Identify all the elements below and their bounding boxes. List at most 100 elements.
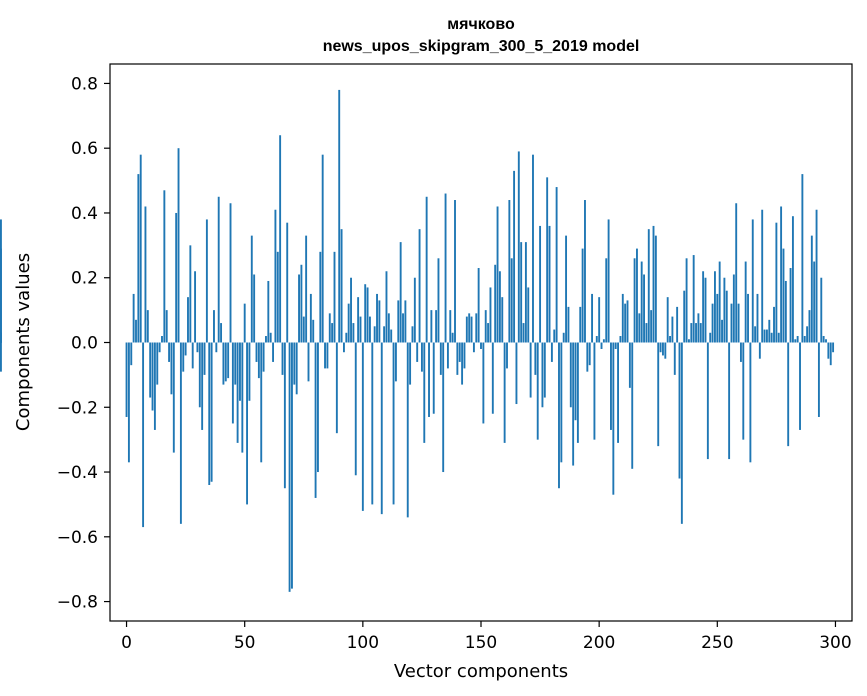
bar xyxy=(345,332,348,343)
bar xyxy=(638,313,641,343)
bar xyxy=(470,316,473,343)
bar xyxy=(378,300,381,343)
bar xyxy=(184,342,187,356)
bar xyxy=(406,342,409,518)
bar xyxy=(510,258,513,343)
bar xyxy=(777,332,780,343)
bar xyxy=(135,319,137,343)
bar xyxy=(628,342,631,388)
bar xyxy=(524,242,527,343)
bar xyxy=(312,319,315,343)
bar xyxy=(730,303,733,343)
bar xyxy=(662,342,664,356)
bar xyxy=(780,206,783,343)
bar xyxy=(671,316,674,343)
bar xyxy=(560,342,563,463)
bar xyxy=(747,293,749,343)
bar xyxy=(234,342,237,385)
bar xyxy=(626,300,629,343)
x-axis-ticks: 0 50 100 150 200 250 300 xyxy=(121,621,852,653)
bar xyxy=(432,342,435,414)
bar xyxy=(550,342,553,362)
bar xyxy=(624,303,627,343)
bar xyxy=(673,342,676,375)
bar xyxy=(179,342,182,524)
bar xyxy=(555,187,558,343)
bar xyxy=(132,293,135,343)
bar xyxy=(534,342,537,375)
bar xyxy=(350,277,352,343)
bar xyxy=(813,261,816,343)
bar xyxy=(187,297,189,343)
bar xyxy=(262,342,265,372)
bar xyxy=(151,342,154,411)
bar xyxy=(664,342,667,359)
bar xyxy=(695,323,697,343)
bar xyxy=(529,342,532,398)
bar xyxy=(794,339,797,343)
y-tick-label: −0.2 xyxy=(57,398,98,418)
bar xyxy=(260,342,263,463)
bar xyxy=(666,297,669,343)
bar xyxy=(678,342,681,479)
bar xyxy=(763,329,766,343)
bar xyxy=(520,242,523,343)
bar xyxy=(739,342,742,362)
bar xyxy=(153,342,156,430)
bar xyxy=(286,222,289,343)
bar xyxy=(444,193,447,343)
bar xyxy=(291,342,293,589)
bar xyxy=(754,326,757,343)
bar xyxy=(487,323,490,343)
bar xyxy=(477,268,480,343)
bar xyxy=(463,342,466,369)
bar xyxy=(527,287,530,343)
bar xyxy=(137,174,140,343)
bar xyxy=(368,316,371,343)
bar xyxy=(146,310,149,343)
bar xyxy=(364,284,367,343)
bar xyxy=(125,342,128,417)
x-tick-label: 0 xyxy=(121,633,132,653)
bar xyxy=(418,229,421,343)
bar xyxy=(758,342,761,359)
bar xyxy=(572,342,575,466)
bar xyxy=(494,264,497,343)
bar xyxy=(302,316,305,343)
bar xyxy=(220,323,223,343)
chart-subtitle: news_upos_skipgram_300_5_2019 model xyxy=(323,38,640,55)
bar xyxy=(822,336,825,343)
chart-title: мячково xyxy=(447,16,515,33)
bar xyxy=(654,235,657,343)
bar xyxy=(0,219,2,343)
bar xyxy=(631,342,634,469)
bar xyxy=(539,225,542,343)
bar xyxy=(541,342,544,408)
bar xyxy=(250,235,253,343)
y-axis-ticks: −0.8 −0.6 −0.4 −0.2 0.0 0.2 0.4 0.6 0.8 xyxy=(57,74,110,613)
bar xyxy=(650,310,653,343)
x-tick-label: 200 xyxy=(583,633,615,653)
bar xyxy=(732,274,735,343)
bar xyxy=(669,336,671,343)
bar xyxy=(803,336,806,343)
bar xyxy=(340,229,343,343)
bar xyxy=(657,342,660,447)
bar xyxy=(472,342,475,353)
bar xyxy=(361,342,364,511)
bar xyxy=(314,342,317,498)
bar xyxy=(744,261,747,343)
bar xyxy=(569,342,572,408)
bar xyxy=(324,342,326,369)
bar xyxy=(574,342,577,421)
bar xyxy=(815,209,818,343)
bar xyxy=(446,342,449,369)
bar xyxy=(501,297,504,343)
bar xyxy=(399,242,402,343)
bar xyxy=(558,342,560,489)
y-tick-label: 0.6 xyxy=(71,139,98,159)
bar xyxy=(281,342,284,375)
bar xyxy=(591,293,594,343)
bar xyxy=(742,342,745,440)
bar xyxy=(773,306,775,343)
